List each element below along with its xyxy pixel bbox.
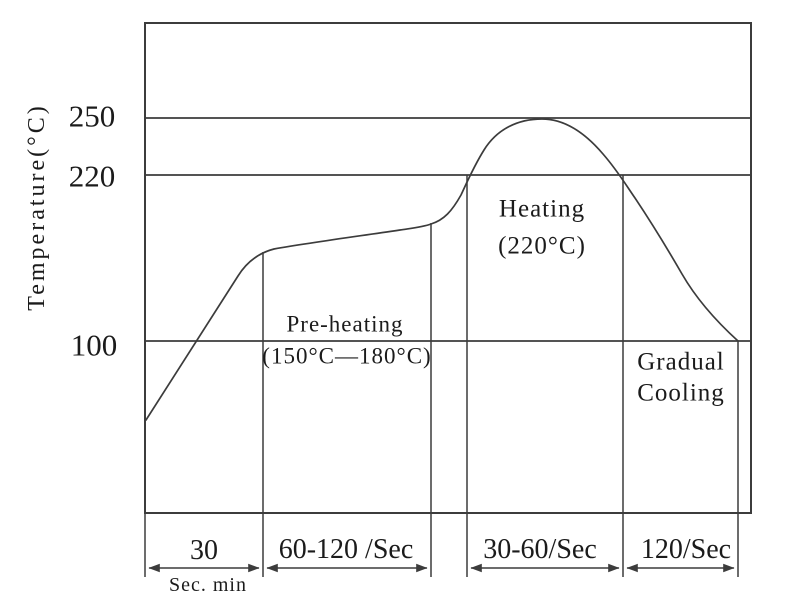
preheating-temp-range: (150°C—180°C): [262, 343, 432, 369]
cooling-label-line2: Cooling: [637, 379, 725, 407]
y-tick-100: 100: [70, 327, 118, 363]
x-segment-30: 30: [190, 535, 218, 566]
heating-temp: (220°C): [498, 232, 586, 260]
x-segment-60-120: 60-120 /Sec: [278, 534, 414, 565]
temperature-curve: [145, 118, 739, 421]
x-segment-120: 120/Sec: [640, 534, 732, 565]
y-axis-title: Temperature(°C): [24, 103, 50, 311]
plot-border: [144, 22, 752, 514]
x-segment-30-60: 30-60/Sec: [483, 534, 597, 565]
x-unit-note: Sec. min: [169, 574, 247, 596]
y-tick-250: 250: [68, 98, 116, 134]
heating-label: Heating: [498, 195, 586, 223]
y-tick-220: 220: [68, 158, 116, 194]
preheating-label: Pre-heating: [286, 311, 404, 337]
cooling-label-line1: Gradual: [637, 348, 725, 376]
